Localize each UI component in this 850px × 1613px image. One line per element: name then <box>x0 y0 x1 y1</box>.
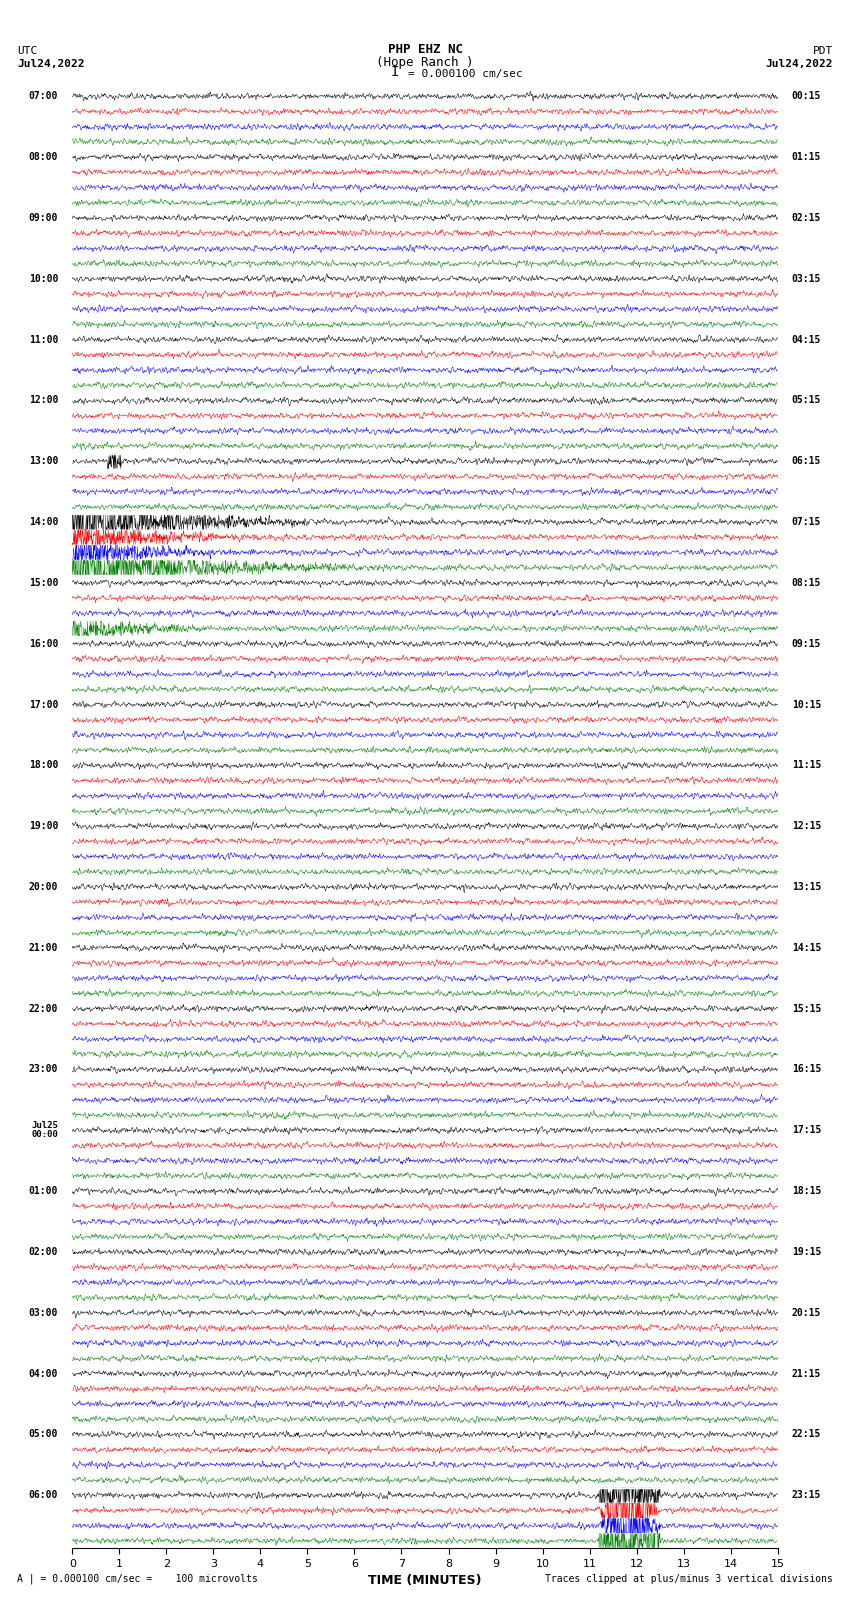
Text: 11:00: 11:00 <box>29 334 58 345</box>
Text: 10:15: 10:15 <box>792 700 821 710</box>
Text: 22:00: 22:00 <box>29 1003 58 1013</box>
Text: 13:15: 13:15 <box>792 882 821 892</box>
Text: 20:00: 20:00 <box>29 882 58 892</box>
Text: Jul24,2022: Jul24,2022 <box>17 58 84 69</box>
Text: Jul24,2022: Jul24,2022 <box>766 58 833 69</box>
Text: 21:15: 21:15 <box>792 1368 821 1379</box>
Text: 00:15: 00:15 <box>792 92 821 102</box>
Text: 20:15: 20:15 <box>792 1308 821 1318</box>
Text: 23:00: 23:00 <box>29 1065 58 1074</box>
Text: 21:00: 21:00 <box>29 944 58 953</box>
Text: 09:15: 09:15 <box>792 639 821 648</box>
Text: 01:15: 01:15 <box>792 152 821 163</box>
Text: 11:15: 11:15 <box>792 760 821 771</box>
Text: I: I <box>391 65 399 79</box>
Text: A | = 0.000100 cm/sec =    100 microvolts: A | = 0.000100 cm/sec = 100 microvolts <box>17 1573 258 1584</box>
Text: 12:15: 12:15 <box>792 821 821 831</box>
Text: 10:00: 10:00 <box>29 274 58 284</box>
Text: 06:15: 06:15 <box>792 456 821 466</box>
Text: 02:00: 02:00 <box>29 1247 58 1257</box>
Text: PHP EHZ NC: PHP EHZ NC <box>388 42 462 56</box>
Text: 15:00: 15:00 <box>29 577 58 587</box>
Text: 12:00: 12:00 <box>29 395 58 405</box>
Text: (Hope Ranch ): (Hope Ranch ) <box>377 55 473 69</box>
Text: 17:15: 17:15 <box>792 1126 821 1136</box>
Text: 06:00: 06:00 <box>29 1490 58 1500</box>
Text: 19:00: 19:00 <box>29 821 58 831</box>
Text: 22:15: 22:15 <box>792 1429 821 1439</box>
Text: 23:15: 23:15 <box>792 1490 821 1500</box>
Text: 07:15: 07:15 <box>792 518 821 527</box>
Text: Traces clipped at plus/minus 3 vertical divisions: Traces clipped at plus/minus 3 vertical … <box>545 1574 833 1584</box>
Text: 14:00: 14:00 <box>29 518 58 527</box>
Text: 09:00: 09:00 <box>29 213 58 223</box>
Text: PDT: PDT <box>813 45 833 56</box>
Text: 17:00: 17:00 <box>29 700 58 710</box>
Text: 07:00: 07:00 <box>29 92 58 102</box>
Text: 15:15: 15:15 <box>792 1003 821 1013</box>
Text: 02:15: 02:15 <box>792 213 821 223</box>
Text: 00:00: 00:00 <box>31 1131 58 1139</box>
Text: 04:00: 04:00 <box>29 1368 58 1379</box>
Text: 03:00: 03:00 <box>29 1308 58 1318</box>
Text: 03:15: 03:15 <box>792 274 821 284</box>
Text: 16:15: 16:15 <box>792 1065 821 1074</box>
Text: 08:15: 08:15 <box>792 577 821 587</box>
Text: 18:00: 18:00 <box>29 760 58 771</box>
Text: 13:00: 13:00 <box>29 456 58 466</box>
Text: 08:00: 08:00 <box>29 152 58 163</box>
Text: UTC: UTC <box>17 45 37 56</box>
Text: 14:15: 14:15 <box>792 944 821 953</box>
Text: 16:00: 16:00 <box>29 639 58 648</box>
Text: 19:15: 19:15 <box>792 1247 821 1257</box>
Text: 18:15: 18:15 <box>792 1186 821 1197</box>
Text: 01:00: 01:00 <box>29 1186 58 1197</box>
Text: 04:15: 04:15 <box>792 334 821 345</box>
X-axis label: TIME (MINUTES): TIME (MINUTES) <box>368 1574 482 1587</box>
Text: 05:00: 05:00 <box>29 1429 58 1439</box>
Text: 05:15: 05:15 <box>792 395 821 405</box>
Text: = 0.000100 cm/sec: = 0.000100 cm/sec <box>408 69 523 79</box>
Text: Jul25: Jul25 <box>31 1121 58 1131</box>
